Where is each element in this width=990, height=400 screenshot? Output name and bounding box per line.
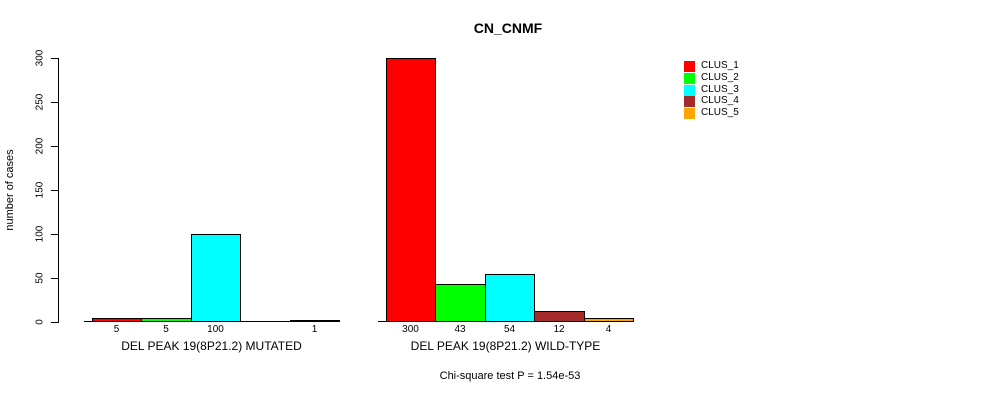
bar-value-label: 300 <box>402 324 419 335</box>
y-axis-tick-label: 300 <box>34 49 46 67</box>
legend-swatch-clus-5 <box>684 108 695 120</box>
y-axis-tick <box>51 102 58 103</box>
y-axis-tick-label: 200 <box>34 137 46 155</box>
legend-swatch-clus-1 <box>684 61 695 72</box>
bar-value-label: 4 <box>605 324 612 335</box>
y-axis-tick-label: 150 <box>34 181 46 199</box>
legend-label: CLUS_1 <box>701 60 739 71</box>
bar-clus-3-g0 <box>191 234 241 322</box>
chart-title: CN_CNMF <box>473 20 543 36</box>
bar-value-label: 5 <box>163 324 169 335</box>
bar-clus-5-g1 <box>584 318 634 322</box>
bar-value-label: 1 <box>311 324 318 335</box>
y-axis-label: number of cases <box>4 149 16 231</box>
y-axis-tick-label: 50 <box>34 272 46 284</box>
y-axis-tick <box>51 146 58 147</box>
y-axis-tick <box>51 190 58 191</box>
bar-clus-1-g0 <box>92 318 142 322</box>
bar-value-label: 5 <box>113 324 120 335</box>
bar-clus-3-g1 <box>485 274 535 322</box>
y-axis-tick <box>51 278 58 279</box>
bar-value-label: 100 <box>207 324 224 335</box>
legend-swatch-clus-3 <box>684 84 695 96</box>
y-axis-tick <box>51 322 58 323</box>
bar-value-label: 43 <box>454 324 466 335</box>
y-axis-tick-label: 0 <box>34 319 46 325</box>
legend-label: CLUS_2 <box>701 71 739 83</box>
bar-value-label: 54 <box>503 324 516 335</box>
bar-clus-2-g1 <box>435 284 486 322</box>
legend-label: CLUS_3 <box>701 83 739 95</box>
y-axis-tick-label: 100 <box>34 225 46 243</box>
group-label: DEL PEAK 19(8P21.2) MUTATED <box>121 339 302 353</box>
y-axis-line <box>58 58 59 323</box>
bar-value-label: 12 <box>553 324 565 335</box>
bar-clus-2-g0 <box>141 318 192 322</box>
group-label: DEL PEAK 19(8P21.2) WILD-TYPE <box>410 339 601 353</box>
legend-swatch-clus-2 <box>684 72 695 84</box>
chi-square-annotation: Chi-square test P = 1.54e-53 <box>439 370 581 382</box>
bar-clus-1-g1 <box>386 58 436 322</box>
legend-label: CLUS_5 <box>701 107 739 119</box>
y-axis-tick <box>51 58 58 59</box>
bar-clus-5-g0 <box>290 320 340 322</box>
y-axis-tick <box>51 234 58 235</box>
bar-clus-4-g1 <box>534 311 585 322</box>
legend-swatch-clus-4 <box>684 96 695 108</box>
legend-label: CLUS_4 <box>701 95 739 107</box>
y-axis-tick-label: 250 <box>34 93 46 111</box>
